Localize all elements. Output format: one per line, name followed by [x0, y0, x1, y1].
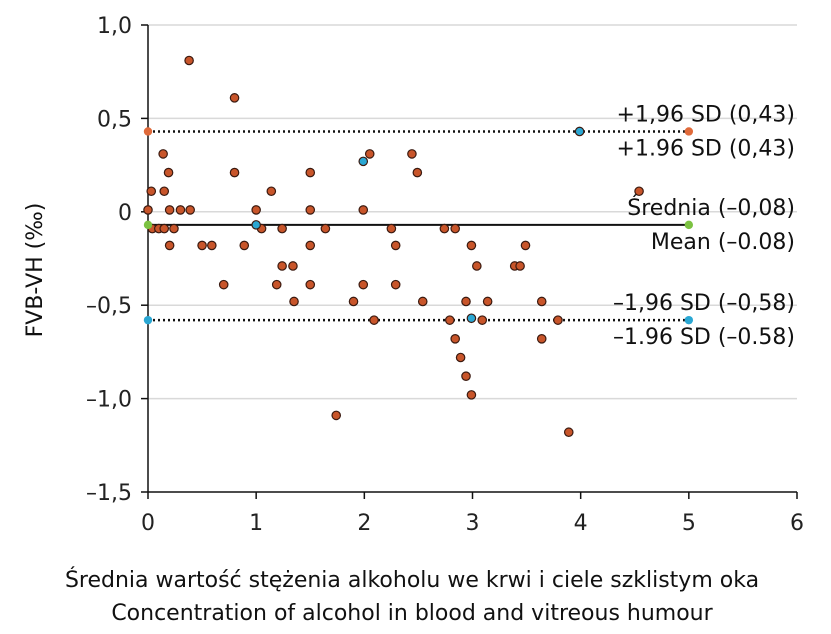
data-point: [289, 296, 299, 307]
y-axis-label: FVB-VH (‰): [23, 203, 48, 338]
y-tick-label: 1,0: [97, 14, 132, 39]
x-axis-label-pl: Średnia wartość stężenia alkoholu we krw…: [65, 567, 759, 593]
data-point: [164, 205, 175, 215]
data-point: [358, 205, 369, 215]
x-tick-label: 6: [790, 511, 804, 536]
line-end-marker: [143, 127, 153, 136]
data-point: [348, 296, 359, 307]
mean-label-pl: Średnia (–0,08): [627, 195, 795, 221]
data-point: [277, 223, 287, 234]
data-point: [358, 279, 369, 290]
x-tick-label: 5: [682, 511, 696, 536]
data-point: [143, 205, 153, 215]
data-point: [158, 149, 168, 159]
data-point: [266, 186, 277, 197]
y-tick-label: 0: [118, 201, 132, 226]
data-point: [634, 186, 644, 197]
data-point: [466, 390, 477, 400]
data-points: [143, 55, 694, 438]
data-point: [407, 149, 417, 159]
data-point: [185, 205, 195, 215]
x-tick-label: 3: [466, 511, 480, 536]
highlight-point: [251, 220, 261, 230]
data-point: [450, 223, 460, 234]
y-tick-label: 0,5: [97, 107, 132, 132]
data-point: [364, 149, 375, 159]
data-point: [305, 167, 316, 178]
upper-label-pl: +1,96 SD (0,43): [617, 102, 795, 127]
y-tick-label: –1,0: [86, 388, 132, 413]
reference-lines: [148, 130, 689, 322]
data-point: [229, 93, 240, 103]
x-tick-label: 2: [357, 511, 371, 536]
mean-label-en: Mean (–0.08): [651, 230, 795, 255]
axes: 1,0 0,5 0 –0,5 –1,0 –1,5 0 1 2 3 4 5 6: [86, 14, 804, 536]
data-point: [461, 296, 471, 307]
data-point: [277, 261, 287, 271]
data-point: [207, 240, 217, 251]
data-point: [444, 315, 455, 325]
data-point: [197, 240, 207, 251]
data-point: [271, 279, 282, 290]
y-tick-label: –1,5: [86, 481, 132, 506]
data-point: [466, 240, 477, 251]
data-point: [169, 223, 179, 234]
data-point: [305, 205, 316, 215]
data-point: [455, 352, 466, 363]
data-point: [251, 205, 261, 215]
data-point: [369, 315, 379, 325]
line-end-marker: [684, 220, 694, 230]
upper-label-en: +1.96 SD (0,43): [617, 136, 795, 161]
data-point: [520, 240, 531, 251]
data-point: [331, 410, 342, 421]
data-point: [461, 371, 471, 381]
data-point: [305, 279, 316, 290]
x-tick-label: 1: [249, 511, 263, 536]
data-point: [239, 240, 250, 251]
data-point: [184, 55, 194, 66]
data-point: [175, 205, 186, 215]
data-point: [159, 186, 170, 197]
data-point: [563, 427, 574, 438]
data-point: [305, 240, 316, 251]
data-point: [320, 223, 331, 234]
data-point: [450, 334, 460, 344]
data-point: [390, 240, 401, 251]
data-point: [536, 296, 547, 307]
data-point: [159, 223, 170, 234]
line-end-marker: [143, 315, 153, 325]
x-axis-label-en: Concentration of alcohol in blood and vi…: [111, 601, 713, 626]
highlight-point: [466, 313, 477, 324]
data-point: [390, 279, 401, 290]
line-end-marker: [684, 127, 694, 136]
data-point: [439, 223, 450, 234]
data-point: [536, 334, 547, 344]
highlight-point: [358, 156, 369, 167]
line-end-marker: [684, 315, 694, 325]
data-point: [417, 296, 428, 307]
data-point: [164, 240, 175, 251]
x-tick-label: 0: [141, 511, 155, 536]
data-point: [218, 279, 229, 290]
x-tick-label: 4: [574, 511, 588, 536]
data-point: [288, 261, 298, 271]
data-point: [477, 315, 488, 325]
line-end-marker: [143, 220, 153, 230]
data-point: [472, 261, 482, 271]
y-tick-label: –0,5: [86, 294, 132, 319]
data-point: [412, 167, 423, 178]
data-point: [386, 223, 397, 234]
data-point: [229, 167, 240, 178]
annotations: +1,96 SD (0,43) +1.96 SD (0,43) Średnia (–…: [613, 102, 795, 350]
data-point: [515, 261, 525, 271]
lower-label-pl: –1,96 SD (–0,58): [613, 291, 795, 316]
data-point: [482, 296, 493, 307]
highlight-point: [574, 126, 585, 137]
lower-label-en: –1.96 SD (–0.58): [613, 325, 795, 350]
data-point: [163, 167, 174, 178]
data-point: [553, 315, 563, 325]
data-point: [146, 186, 157, 197]
